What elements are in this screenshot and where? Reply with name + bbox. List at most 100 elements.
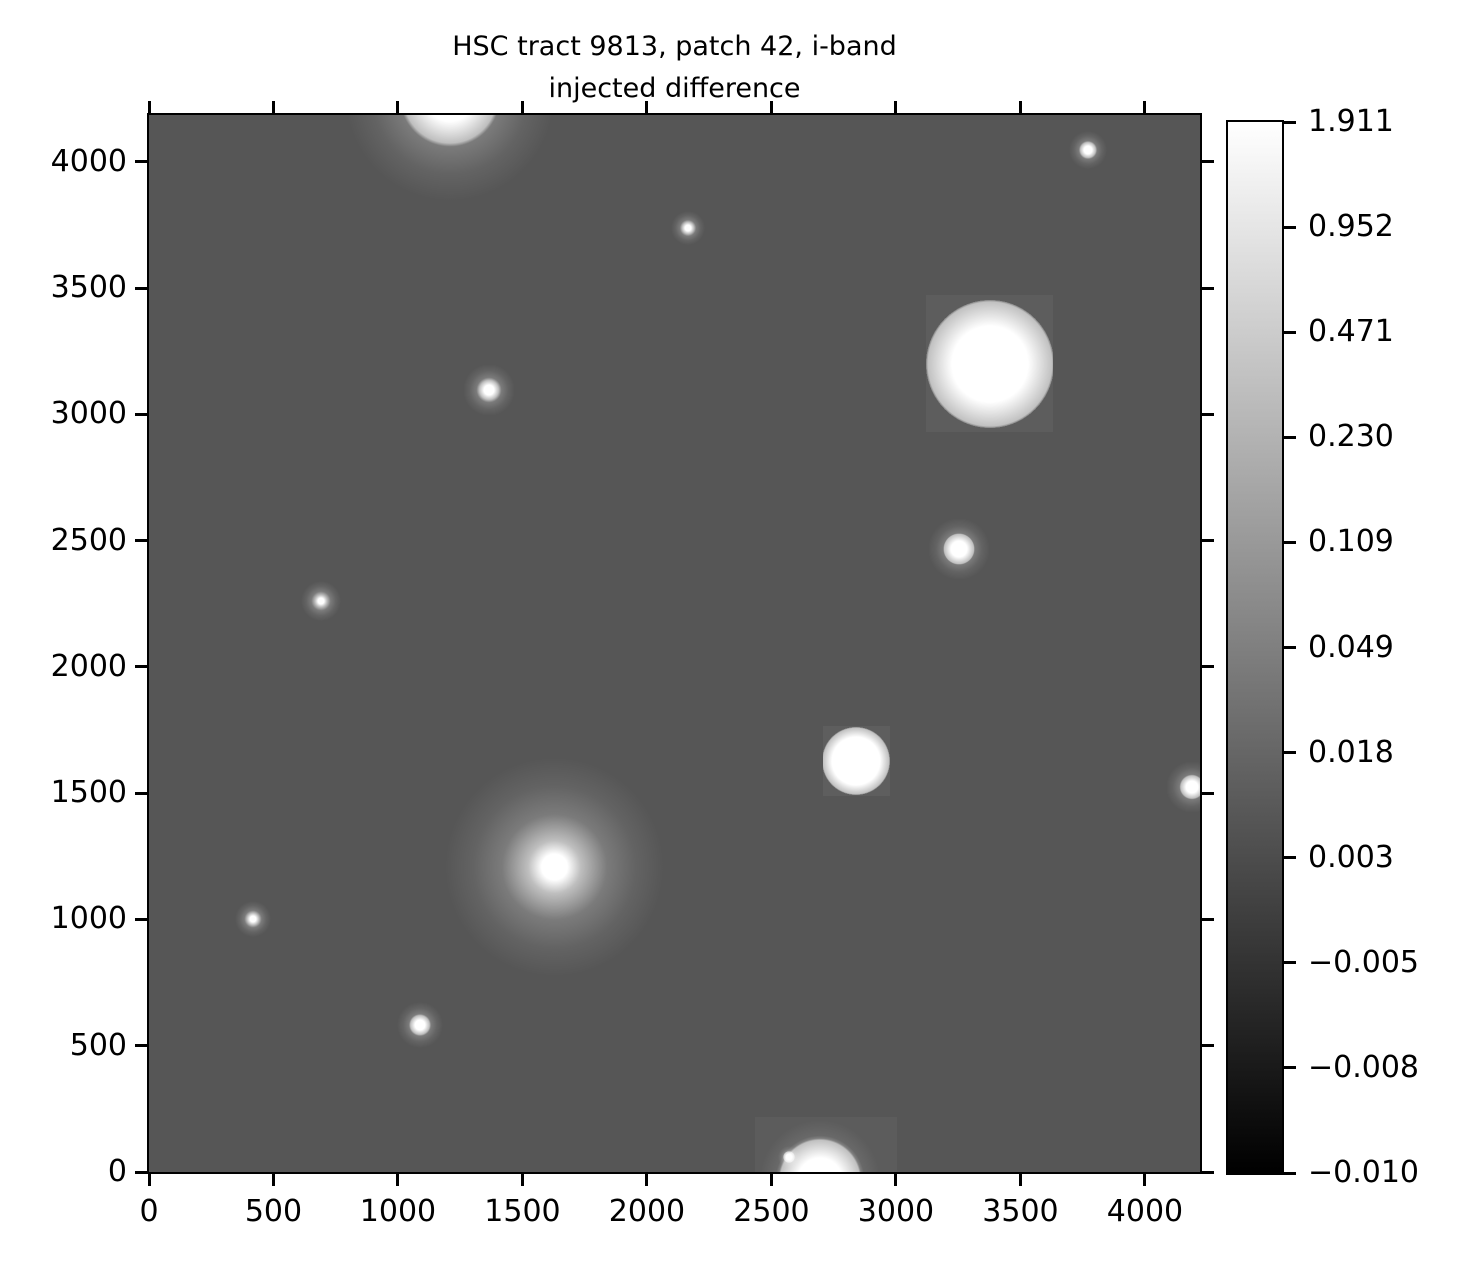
colorbar-tick-label: 0.049 bbox=[1308, 629, 1394, 665]
y-tick-right bbox=[1200, 412, 1214, 416]
y-tick-right bbox=[1200, 917, 1214, 921]
colorbar-tick-label: 0.018 bbox=[1308, 734, 1394, 770]
x-tick-top bbox=[520, 101, 524, 115]
colorbar-tick bbox=[1282, 540, 1296, 544]
x-tick-top bbox=[645, 101, 649, 115]
injection-stamp bbox=[755, 1117, 897, 1172]
injection-stamp bbox=[755, 1116, 897, 1172]
colorbar-tick bbox=[1282, 1066, 1296, 1070]
y-tick-left bbox=[135, 539, 149, 543]
x-tick-top bbox=[1143, 101, 1147, 115]
colorbar-tick bbox=[1282, 225, 1296, 229]
x-tick-label: 1500 bbox=[484, 1194, 561, 1229]
image-axes bbox=[147, 113, 1202, 1174]
x-tick-top bbox=[894, 101, 898, 115]
plot-title-line2: injected difference bbox=[548, 73, 801, 104]
colorbar-tick bbox=[1282, 961, 1296, 965]
injected-source bbox=[301, 581, 341, 621]
y-tick-right bbox=[1200, 160, 1214, 164]
y-tick-left bbox=[135, 286, 149, 290]
y-tick-left bbox=[135, 160, 149, 164]
y-tick-left bbox=[135, 1044, 149, 1048]
colorbar-tick bbox=[1282, 1171, 1296, 1175]
injected-source bbox=[760, 1120, 880, 1172]
y-tick-right bbox=[1200, 665, 1214, 669]
x-tick-label: 3500 bbox=[982, 1194, 1059, 1229]
colorbar-tick-label: −0.005 bbox=[1308, 944, 1420, 980]
injected-source bbox=[777, 1146, 800, 1169]
injected-source bbox=[444, 757, 664, 977]
injected-source bbox=[671, 210, 705, 245]
colorbar-tick-label: 1.911 bbox=[1308, 104, 1394, 139]
x-tick-top bbox=[396, 101, 400, 115]
colorbar-tick bbox=[1282, 751, 1296, 755]
y-tick-label: 3000 bbox=[50, 396, 127, 432]
x-tick-bottom bbox=[1143, 1172, 1147, 1186]
injected-source bbox=[345, 115, 555, 201]
colorbar-tick-label: 0.003 bbox=[1308, 839, 1394, 875]
x-tick-label: 4000 bbox=[1106, 1194, 1184, 1229]
x-tick-label: 500 bbox=[244, 1194, 303, 1229]
colorbar-tick-label: 0.109 bbox=[1308, 524, 1394, 560]
injected-source bbox=[462, 364, 515, 416]
y-tick-right bbox=[1200, 539, 1214, 543]
colorbar-tick bbox=[1282, 120, 1296, 124]
x-tick-bottom bbox=[1018, 1172, 1022, 1186]
x-tick-bottom bbox=[147, 1172, 151, 1186]
y-tick-left bbox=[135, 665, 149, 669]
injection-stamp bbox=[823, 726, 890, 796]
y-tick-left bbox=[135, 1170, 149, 1174]
x-tick-bottom bbox=[520, 1172, 524, 1186]
y-tick-label: 3500 bbox=[50, 270, 127, 306]
y-tick-left bbox=[135, 917, 149, 921]
colorbar-tick-label: 0.230 bbox=[1308, 419, 1394, 455]
y-tick-right bbox=[1200, 1044, 1214, 1048]
injected-source bbox=[928, 518, 990, 580]
x-tick-bottom bbox=[396, 1172, 400, 1186]
y-tick-label: 2500 bbox=[50, 522, 127, 558]
x-tick-bottom bbox=[645, 1172, 649, 1186]
x-tick-top bbox=[769, 101, 773, 115]
y-tick-label: 2000 bbox=[50, 648, 127, 684]
injection-stamp bbox=[925, 295, 1054, 432]
injected-source bbox=[926, 300, 1054, 428]
colorbar-tick bbox=[1282, 856, 1296, 860]
colorbar-tick-label: 0.471 bbox=[1308, 314, 1394, 350]
injected-source bbox=[823, 727, 890, 795]
y-tick-right bbox=[1200, 791, 1214, 795]
x-tick-top bbox=[271, 101, 275, 115]
x-tick-label: 2000 bbox=[608, 1194, 686, 1229]
x-tick-bottom bbox=[271, 1172, 275, 1186]
colorbar-tick-label: −0.008 bbox=[1308, 1049, 1420, 1085]
x-tick-label: 0 bbox=[139, 1194, 159, 1229]
colorbar-tick-label: −0.010 bbox=[1308, 1155, 1420, 1190]
injected-source bbox=[1069, 130, 1107, 169]
colorbar-tick bbox=[1282, 646, 1296, 649]
y-tick-label: 4000 bbox=[50, 143, 127, 179]
y-tick-right bbox=[1200, 1170, 1214, 1174]
plot-title: HSC tract 9813, patch 42, i-band injecte… bbox=[149, 26, 1200, 110]
x-tick-label: 1000 bbox=[359, 1194, 437, 1229]
injected-source bbox=[1166, 761, 1200, 813]
colorbar-tick bbox=[1282, 435, 1296, 439]
x-tick-bottom bbox=[894, 1172, 898, 1186]
y-tick-left bbox=[135, 412, 149, 416]
injected-source bbox=[396, 1002, 443, 1048]
y-tick-left bbox=[135, 791, 149, 795]
x-tick-label: 2500 bbox=[733, 1194, 810, 1229]
colorbar-tick bbox=[1282, 330, 1296, 334]
y-tick-label: 1500 bbox=[50, 775, 127, 811]
colorbar-tick-label: 0.952 bbox=[1308, 209, 1394, 245]
y-tick-label: 0 bbox=[107, 1154, 127, 1189]
plot-title-line1: HSC tract 9813, patch 42, i-band bbox=[452, 31, 897, 62]
x-tick-bottom bbox=[769, 1172, 773, 1186]
x-tick-label: 3000 bbox=[857, 1194, 935, 1229]
colorbar bbox=[1226, 120, 1284, 1175]
injected-source bbox=[235, 901, 271, 937]
y-tick-right bbox=[1200, 286, 1214, 290]
y-tick-label: 500 bbox=[69, 1027, 127, 1063]
x-tick-top bbox=[1018, 101, 1022, 115]
x-tick-top bbox=[147, 101, 151, 115]
y-tick-label: 1000 bbox=[50, 901, 127, 937]
